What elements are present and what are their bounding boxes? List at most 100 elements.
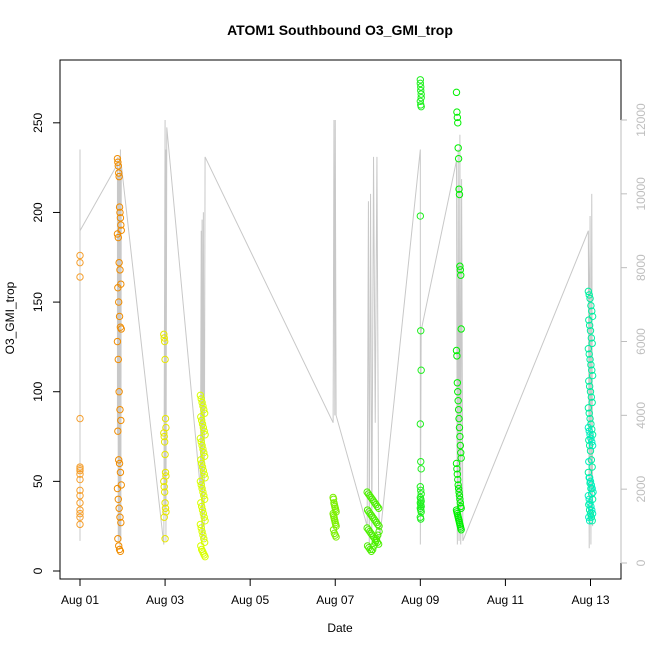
data-point: [588, 398, 596, 407]
series-group: [416, 76, 425, 523]
data-point: [161, 414, 170, 423]
data-point: [584, 492, 593, 500]
data-point: [455, 492, 464, 500]
data-point: [455, 414, 463, 423]
data-point: [453, 465, 461, 473]
data-point: [198, 441, 206, 450]
data-point: [585, 513, 593, 521]
data-point: [199, 466, 208, 475]
data-point: [373, 502, 382, 511]
data-point: [589, 488, 597, 496]
x-tick-label: Aug 05: [231, 593, 269, 607]
data-point: [587, 513, 596, 521]
data-point: [456, 262, 464, 270]
data-point: [117, 325, 125, 333]
data-point: [161, 499, 169, 507]
data-point: [453, 379, 462, 387]
data-point: [114, 233, 122, 242]
data-point: [160, 432, 168, 441]
data-point: [586, 327, 595, 335]
data-point: [114, 495, 122, 503]
data-point: [584, 468, 593, 477]
y2-tick-label: 10000: [634, 177, 648, 211]
data-point: [588, 371, 597, 380]
data-point: [161, 450, 169, 459]
data-point: [587, 481, 596, 489]
data-point: [113, 337, 122, 346]
x-tick-label: Aug 13: [571, 593, 609, 607]
x-axis: Aug 01 Aug 03 Aug 05 Aug 07 Aug 09 Aug 11 Aug …: [61, 578, 610, 607]
data-point: [453, 470, 462, 478]
x-tick-label: Aug 03: [146, 593, 184, 607]
data-point: [198, 527, 206, 536]
data-point: [117, 416, 125, 425]
data-point: [196, 520, 205, 529]
data-point: [588, 307, 596, 315]
data-point: [374, 531, 382, 539]
data-point: [587, 334, 596, 342]
data-point: [114, 284, 122, 292]
y2-tick-label: 2000: [634, 475, 648, 502]
data-point: [197, 395, 205, 403]
data-point: [585, 427, 593, 435]
data-point: [116, 266, 124, 274]
data-point: [76, 520, 84, 529]
data-point: [587, 434, 595, 443]
x-tick-label: Aug 07: [316, 593, 354, 607]
data-point: [584, 423, 593, 432]
data-point: [200, 405, 208, 414]
data-point: [76, 506, 84, 514]
data-point: [587, 502, 595, 511]
data-point: [116, 468, 125, 477]
data-point: [332, 533, 340, 541]
data-point: [115, 312, 124, 321]
data-point: [196, 391, 205, 400]
y-tick-label: 50: [31, 474, 45, 488]
data-point: [197, 542, 205, 550]
data-point: [455, 185, 463, 193]
series-group: [76, 251, 84, 529]
points-layer: [76, 76, 597, 561]
y-tick-label: 250: [31, 112, 45, 132]
data-point: [76, 470, 84, 478]
data-point: [585, 517, 594, 525]
x-tick-label: Aug 11: [487, 593, 524, 607]
data-point: [115, 203, 124, 211]
data-point: [452, 459, 461, 468]
data-point: [115, 169, 123, 177]
series-group: [160, 330, 170, 543]
data-point: [201, 552, 209, 561]
data-point: [198, 484, 206, 493]
data-point: [114, 162, 122, 170]
y-axis-label: O3_GMI_trop: [3, 281, 17, 354]
series-group: [196, 391, 209, 561]
data-point: [416, 420, 425, 428]
data-point: [161, 355, 169, 364]
data-point: [454, 481, 462, 489]
data-point: [201, 431, 209, 439]
data-point: [160, 477, 168, 486]
data-point: [76, 499, 84, 507]
data-point: [114, 355, 122, 364]
data-point: [115, 298, 123, 306]
data-point: [200, 470, 208, 478]
y-tick-label: 0: [31, 567, 45, 574]
data-point: [586, 388, 595, 396]
data-point: [329, 526, 338, 534]
data-point: [160, 334, 168, 342]
data-point: [588, 366, 596, 374]
data-point: [584, 287, 593, 296]
data-point: [115, 459, 124, 468]
data-point: [198, 420, 207, 428]
data-point: [457, 454, 465, 462]
data-point: [200, 535, 208, 543]
data-point: [113, 484, 122, 493]
y2-tick-label: 8000: [634, 254, 648, 281]
data-point: [586, 509, 595, 518]
data-point: [371, 538, 379, 547]
y2-axis-altitude: 0 2000 4000 6000 8000 10000 12000: [620, 103, 648, 566]
data-point: [457, 526, 465, 534]
y-axis: 0 50 100 150 200 250: [31, 112, 61, 574]
data-point: [417, 90, 425, 98]
